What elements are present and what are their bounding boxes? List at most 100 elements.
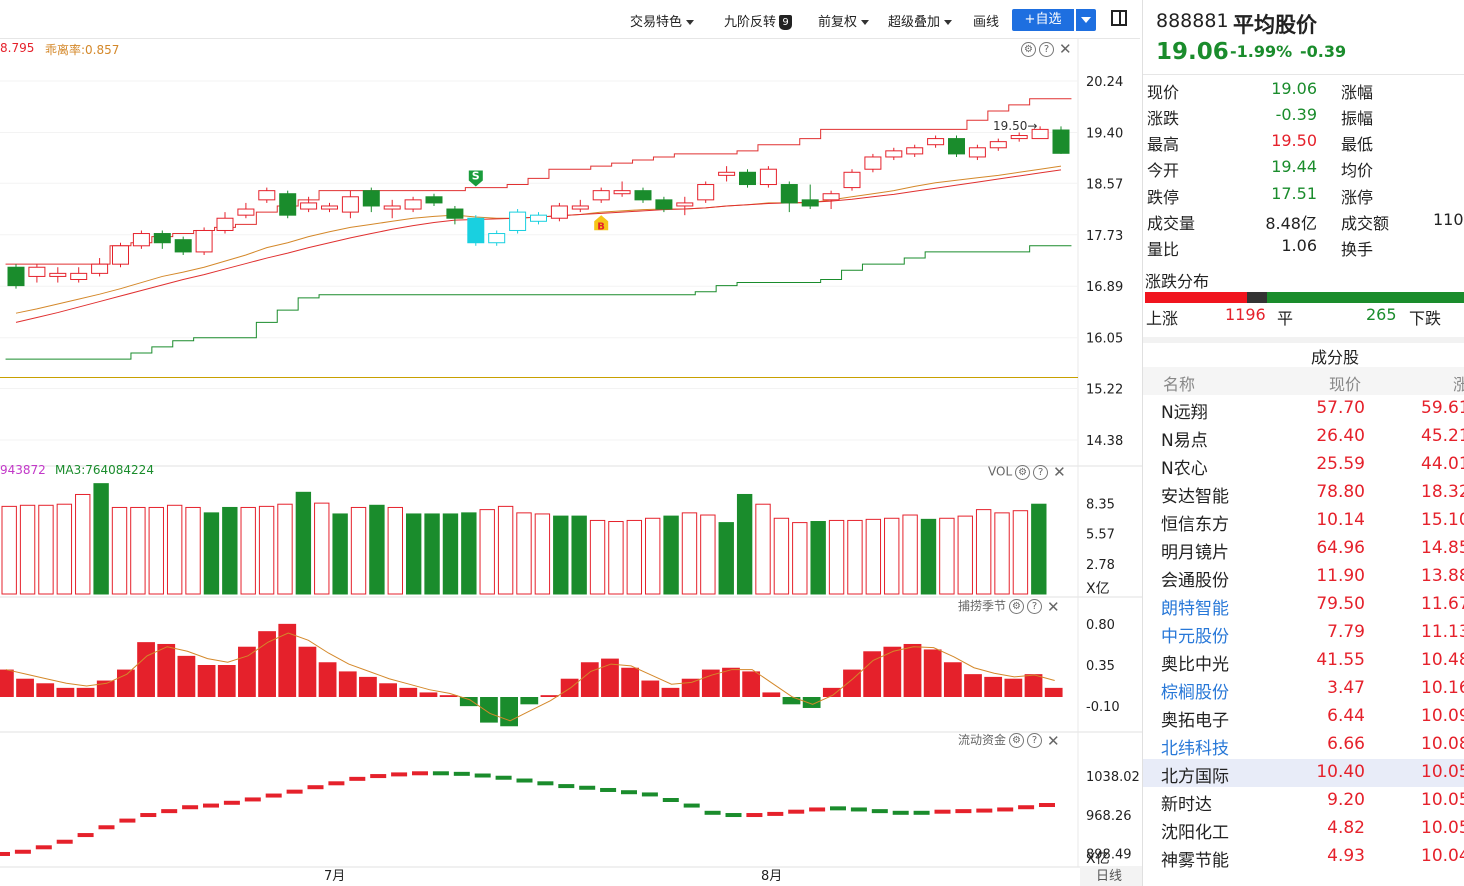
component-price: 64.96 bbox=[1316, 538, 1365, 558]
volume-bar bbox=[38, 504, 54, 595]
season-bar bbox=[318, 662, 337, 697]
volume-bar bbox=[405, 513, 422, 595]
season-bar bbox=[903, 643, 922, 697]
close-icon[interactable]: ✕ bbox=[1053, 463, 1066, 481]
volume-ma-left: 943872 bbox=[0, 463, 46, 477]
help-icon[interactable]: ? bbox=[1033, 464, 1049, 480]
candle-body bbox=[968, 147, 986, 158]
volume-bar bbox=[369, 504, 385, 595]
component-row[interactable]: 棕榈股份 3.47 10.16 bbox=[1143, 675, 1464, 703]
volume-bar bbox=[314, 502, 330, 595]
flow-mark bbox=[474, 773, 491, 778]
adjust-menu[interactable]: 前复权 bbox=[818, 11, 870, 30]
settings-icon[interactable]: ⚙ bbox=[1009, 599, 1025, 614]
help-icon[interactable]: ? bbox=[1027, 599, 1043, 614]
component-price: 4.93 bbox=[1327, 846, 1365, 866]
flow-mark bbox=[1039, 803, 1055, 808]
candle-body bbox=[467, 217, 485, 244]
candle-body bbox=[1052, 129, 1070, 154]
component-row[interactable]: 中元股份 7.79 11.13 bbox=[1143, 619, 1464, 647]
component-change: 10.08 bbox=[1421, 734, 1464, 754]
flow-mark bbox=[662, 798, 679, 802]
divider bbox=[1143, 337, 1464, 343]
component-row[interactable]: 恒信东方 10.14 15.10 bbox=[1143, 507, 1464, 535]
close-icon[interactable]: ✕ bbox=[1047, 597, 1060, 616]
chart-toolbar: 交易特色 九阶反转 9 前复权 超级叠加 画线 +自选 bbox=[0, 0, 1140, 39]
component-row[interactable]: N农心 25.59 44.01 bbox=[1143, 451, 1464, 479]
season-bar bbox=[883, 646, 902, 697]
flow-mark bbox=[0, 851, 10, 856]
add-watchlist-button[interactable]: +自选 bbox=[1012, 9, 1074, 31]
season-bar bbox=[822, 687, 841, 697]
component-price: 10.40 bbox=[1316, 762, 1365, 782]
settings-icon[interactable]: ⚙ bbox=[1015, 464, 1031, 480]
volume-bar bbox=[497, 505, 514, 595]
component-name: 恒信东方 bbox=[1161, 515, 1229, 535]
chevron-down-icon bbox=[686, 20, 695, 25]
settings-icon[interactable]: ⚙ bbox=[1009, 733, 1025, 748]
sell-signal-icon bbox=[468, 170, 483, 187]
draw-line-button[interactable]: 画线 bbox=[973, 15, 1000, 30]
distribution-down-segment bbox=[1266, 292, 1464, 303]
quote-label: 最高 bbox=[1147, 135, 1180, 154]
nine-reversal-menu[interactable]: 九阶反转 9 bbox=[724, 11, 793, 30]
help-icon[interactable]: ? bbox=[1039, 41, 1054, 57]
close-icon[interactable]: ✕ bbox=[1047, 731, 1060, 750]
component-row[interactable]: 新时达 9.20 10.05 bbox=[1143, 787, 1464, 815]
y-tick-label: 14.38 bbox=[1086, 434, 1123, 449]
quote-panel: 888881 平均股价 19.06 -1.99% -0.39 现价 19.06 涨幅… bbox=[1142, 0, 1464, 886]
stock-name: 平均股价 bbox=[1233, 13, 1317, 37]
quote-value: 19.06 bbox=[1271, 79, 1317, 98]
components-title: 成分股 bbox=[1311, 348, 1360, 367]
season-bar bbox=[580, 662, 599, 697]
trading-feature-menu[interactable]: 交易特色 bbox=[630, 11, 695, 30]
volume-bar bbox=[56, 503, 73, 595]
help-icon[interactable]: ? bbox=[1027, 733, 1043, 748]
component-row[interactable]: N远翔 57.70 59.61 bbox=[1143, 395, 1464, 423]
volume-bar bbox=[130, 506, 146, 595]
component-row[interactable]: 北纬科技 6.66 10.08 bbox=[1143, 731, 1464, 759]
component-name: 奥比中光 bbox=[1161, 655, 1229, 675]
component-change: 10.09 bbox=[1421, 706, 1464, 726]
season-bar bbox=[338, 671, 357, 697]
component-name: 沈阳化工 bbox=[1161, 823, 1229, 843]
component-row[interactable]: 北方国际 10.40 10.05 bbox=[1143, 759, 1464, 787]
component-row[interactable]: 明月镜片 64.96 14.85 bbox=[1143, 535, 1464, 563]
component-row[interactable]: 朗特智能 79.50 11.67 bbox=[1143, 591, 1464, 619]
y-tick-label: 20.24 bbox=[1086, 75, 1123, 90]
header-change[interactable]: 涨 bbox=[1453, 371, 1464, 395]
chart-grid bbox=[0, 39, 1142, 868]
component-row[interactable]: 奥比中光 41.55 10.48 bbox=[1143, 647, 1464, 675]
season-bar bbox=[399, 687, 418, 697]
header-price[interactable]: 现价 bbox=[1329, 375, 1362, 394]
component-row[interactable]: 奥拓电子 6.44 10.09 bbox=[1143, 703, 1464, 731]
component-row[interactable]: N易点 26.40 45.21 bbox=[1143, 423, 1464, 451]
header-name[interactable]: 名称 bbox=[1163, 375, 1196, 394]
kline-chart[interactable]: SB 20.2419.4018.5717.7316.8916.0515.2214… bbox=[0, 39, 1142, 886]
flow-layer bbox=[0, 771, 1055, 856]
volume-bar bbox=[571, 515, 587, 595]
component-row[interactable]: 沈阳化工 4.82 10.05 bbox=[1143, 815, 1464, 843]
component-name: 棕榈股份 bbox=[1161, 683, 1229, 703]
distribution-flat-segment bbox=[1246, 292, 1267, 303]
flow-mark bbox=[850, 807, 867, 812]
overlay-menu[interactable]: 超级叠加 bbox=[888, 11, 953, 30]
component-row[interactable]: 安达智能 78.80 18.32 bbox=[1143, 479, 1464, 507]
panel-toggle-icon[interactable] bbox=[1111, 10, 1127, 26]
season-bar bbox=[782, 697, 801, 705]
volume-bar bbox=[442, 513, 459, 595]
y-tick-label: 16.05 bbox=[1086, 332, 1123, 347]
component-row[interactable]: 神雾节能 4.93 10.04 bbox=[1143, 843, 1464, 871]
bias-indicator-label: 乖离率:0.857 bbox=[45, 43, 120, 57]
component-price: 78.80 bbox=[1316, 482, 1365, 502]
quote-row: 量比 1.06 换手 bbox=[1143, 233, 1464, 259]
watchlist-dropdown-button[interactable] bbox=[1076, 9, 1096, 31]
component-row[interactable]: 会通股份 11.90 13.88 bbox=[1143, 563, 1464, 591]
y-tick-label: 19.40 bbox=[1086, 126, 1123, 141]
season-bar bbox=[96, 680, 115, 697]
flat-label: 平 bbox=[1277, 309, 1294, 328]
close-icon[interactable]: ✕ bbox=[1059, 40, 1072, 58]
flow-mark bbox=[119, 818, 136, 823]
settings-icon[interactable]: ⚙ bbox=[1021, 41, 1036, 57]
volume-bar bbox=[975, 509, 992, 595]
